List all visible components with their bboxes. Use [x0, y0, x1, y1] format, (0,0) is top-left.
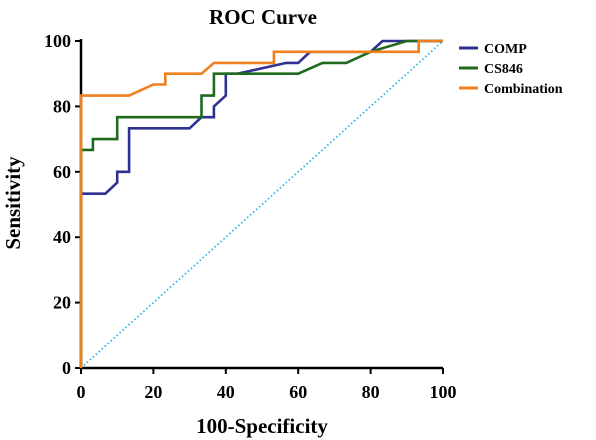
x-tick-label: 0 — [77, 382, 86, 402]
y-tick-label: 0 — [62, 358, 71, 378]
x-tick-label: 40 — [217, 382, 235, 402]
series-line-cs846 — [79, 39, 443, 368]
legend-label-cs846: CS846 — [484, 62, 523, 77]
reference-diagonal-line — [80, 40, 444, 369]
x-tick-label: 80 — [362, 382, 380, 402]
chart-title: ROC Curve — [209, 5, 317, 29]
y-tick-label: 100 — [44, 31, 71, 51]
legend: COMP CS846 Combination — [459, 42, 563, 97]
y-tick-label: 20 — [53, 293, 71, 313]
y-tick-label: 40 — [53, 227, 71, 247]
y-tick-label: 60 — [53, 162, 71, 182]
y-axis-label: Sensitivity — [1, 156, 25, 250]
x-tick-label: 20 — [144, 382, 162, 402]
tick-labels: 0 20 40 60 80 100 0 20 40 60 80 100 — [44, 31, 457, 402]
series-line-comp — [79, 39, 443, 368]
x-tick-label: 60 — [289, 382, 307, 402]
plot-area — [79, 39, 444, 369]
y-tick-label: 80 — [53, 96, 71, 116]
x-tick-label: 100 — [430, 382, 457, 402]
x-axis-label: 100-Specificity — [196, 414, 328, 438]
legend-label-comp: COMP — [484, 42, 527, 57]
series-line-combination — [79, 39, 443, 368]
legend-label-combination: Combination — [484, 82, 563, 97]
